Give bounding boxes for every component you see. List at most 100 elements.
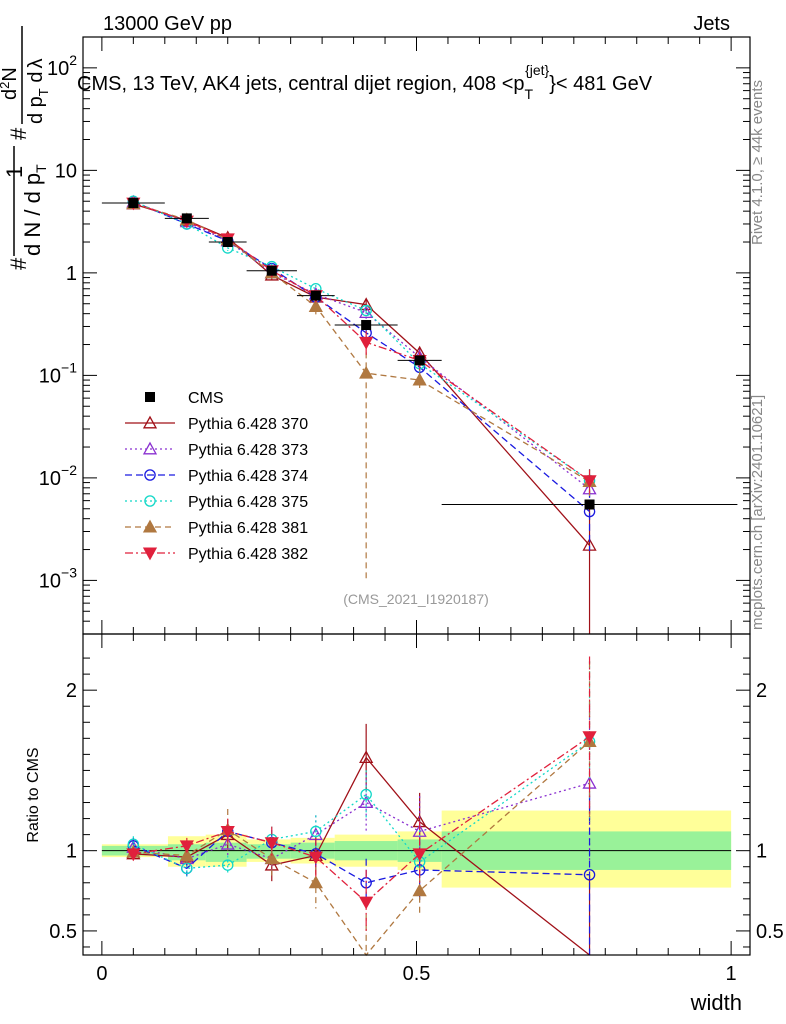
series-point [308,299,323,312]
series-ratio-point [583,869,596,881]
ratio-y-axis-label: Ratio to CMS [25,747,42,842]
series-ratio-line [133,736,590,903]
series-point [582,475,597,488]
svg-text:#: # [6,257,31,270]
chart-title: CMS, 13 TeV, AK4 jets, central dijet reg… [77,62,653,102]
series-ratio-point [126,848,141,862]
series-ratio-point [179,848,194,861]
series-ratio-point [412,848,427,862]
x-tick-label: 0.5 [403,963,431,985]
y-tick-label: 10 [55,160,77,182]
series-point [359,297,374,311]
series-ratio-line [133,741,590,957]
series-ratio-line [133,756,590,956]
legend-label: Pythia 6.428 373 [188,442,308,459]
series-ratio-point [264,837,279,850]
series-ratio-point [179,840,194,854]
y-tick-label: 102 [47,52,77,80]
energy-label: 13000 GeV pp [103,13,232,35]
legend-label: Pythia 6.428 382 [188,546,308,563]
series-ratio-point [308,875,323,889]
data-point [266,265,277,276]
svg-text:d2N: d2N [0,67,21,100]
legend-label: Pythia 6.428 370 [188,416,308,433]
data-point [222,237,233,248]
legend-label: Pythia 6.428 375 [188,494,308,511]
series-point [359,336,374,350]
ratio-tick-label: 0.5 [49,921,77,943]
legend-item-1: Pythia 6.428 373 [125,441,308,459]
legend-marker [142,415,158,429]
y-tick-label: 10−1 [39,359,77,387]
legend-item-cms: CMS [145,390,224,407]
data-point [128,198,139,209]
legend-marker [144,469,156,481]
data-point [310,290,321,301]
ratio-tick-label-right: 1 [756,841,767,863]
ratio-band-inner [205,842,247,862]
y-tick-label: 10−3 [39,564,77,592]
x-axis-label: width [690,990,742,1015]
svg-text:d pT dλ: d pT dλ [25,59,51,124]
series-ratio-point [264,851,279,865]
ratio-tick-label: 2 [66,680,77,702]
analysis-id: (CMS_2021_I1920187) [343,591,489,607]
legend-marker [142,441,158,455]
mcplots-label: mcplots.cern.ch [arXiv:2401.10621] [749,395,766,630]
ratio-tick-label: 1 [66,841,77,863]
data-point [414,355,425,366]
y-axis-label: # 1 d N / d pT # d2N d pT dλ [0,26,51,270]
y-tick-label: 10−2 [39,462,77,490]
series-ratio-point [359,896,374,910]
ratio-tick-label-right: 0.5 [756,921,784,943]
series-point [359,305,374,319]
data-point [584,499,595,510]
series-line [133,201,590,513]
series-ratio-line [133,830,590,884]
legend-label: Pythia 6.428 381 [188,520,308,537]
ratio-panel-frame [82,633,751,956]
series-ratio-point [360,788,372,801]
legend-item-3: Pythia 6.428 375 [125,494,308,511]
cms-data-layer [101,198,738,510]
process-label: Jets [693,13,730,35]
data-point [181,213,192,224]
svg-text:d N / d pT: d N / d pT [20,164,49,256]
ratio-tick-label-right: 2 [756,680,767,702]
x-tick-label: 0 [96,963,107,985]
axes-layer: 10−3 10−2 10−1 1 10 102 0.5 0.5 1 1 2 2 0 0.5 1 [39,36,784,985]
series-ratio-line [133,782,590,860]
legend-label: CMS [188,390,224,407]
legend-marker [142,519,158,533]
rivet-label: Rivet 4.1.0, ≥ 44k events [749,80,766,245]
legend-item-5: Pythia 6.428 382 [125,546,308,563]
series-ratio-point [310,825,322,838]
legend-item-2: Pythia 6.428 374 [125,468,308,485]
x-tick-label: 1 [726,963,737,985]
legend-marker [145,392,155,402]
series-point [360,304,372,317]
series-line [133,200,590,482]
legend-marker [142,547,158,561]
series-ratio-point [412,883,427,897]
legend-marker [144,495,156,507]
data-point [361,320,372,331]
series-ratio-point [582,731,597,745]
series-line [133,202,590,482]
legend: CMS Pythia 6.428 370 Pythia 6.428 373 Pythi… [125,390,308,563]
legend-item-4: Pythia 6.428 381 [125,519,308,537]
series-ratio-point [220,825,235,839]
series-ratio-point [308,851,323,865]
series-ratio-line [133,741,590,869]
series-ratio-point [221,859,234,871]
upper-panel-frame [82,36,751,635]
series-line [133,202,590,483]
series-point [412,372,427,386]
legend-item-0: Pythia 6.428 370 [125,415,308,433]
legend-label: Pythia 6.428 374 [188,468,308,485]
svg-text:#: # [6,127,31,140]
series-point [359,365,374,379]
series-ratio-point [359,750,374,764]
y-tick-label: 1 [66,263,77,285]
